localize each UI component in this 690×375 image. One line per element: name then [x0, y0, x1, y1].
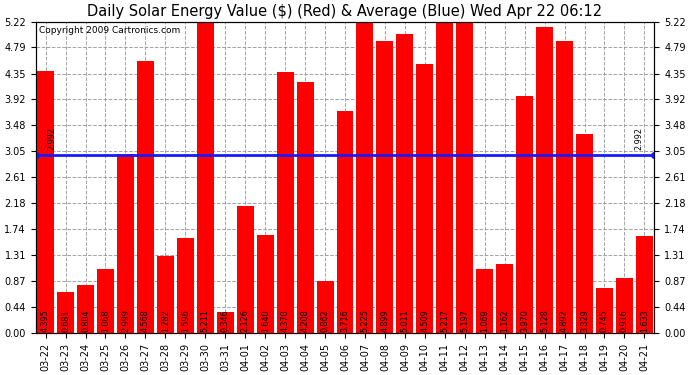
Bar	[57, 292, 74, 333]
Bar	[556, 41, 573, 333]
Text: 0.862: 0.862	[321, 309, 330, 332]
Bar	[197, 22, 214, 333]
Text: 1.640: 1.640	[261, 309, 270, 332]
Text: 1.069: 1.069	[480, 309, 489, 332]
Text: 0.916: 0.916	[620, 309, 629, 332]
Text: Copyright 2009 Cartronics.com: Copyright 2009 Cartronics.com	[39, 26, 180, 35]
Bar	[476, 269, 493, 333]
Text: 4.892: 4.892	[560, 309, 569, 332]
Bar	[117, 154, 134, 333]
Text: 2.999: 2.999	[121, 309, 130, 332]
Text: 4.568: 4.568	[141, 309, 150, 332]
Bar	[237, 206, 254, 333]
Bar	[456, 23, 473, 333]
Text: 5.128: 5.128	[540, 309, 549, 332]
Bar	[217, 312, 234, 333]
Bar	[77, 285, 94, 333]
Bar	[616, 278, 633, 333]
Text: 1.633: 1.633	[640, 309, 649, 332]
Bar	[377, 41, 393, 333]
Text: 3.329: 3.329	[580, 309, 589, 332]
Text: 4.208: 4.208	[301, 309, 310, 332]
Text: 4.899: 4.899	[380, 309, 389, 332]
Text: 3.970: 3.970	[520, 309, 529, 332]
Text: 5.197: 5.197	[460, 309, 469, 332]
Bar	[516, 96, 533, 333]
Bar	[37, 71, 54, 333]
Text: 1.068: 1.068	[101, 309, 110, 332]
Text: 4.509: 4.509	[420, 309, 429, 332]
Bar	[576, 134, 593, 333]
Bar	[137, 61, 154, 333]
Bar	[596, 288, 613, 333]
Text: 2.992: 2.992	[634, 127, 643, 150]
Text: 5.217: 5.217	[440, 309, 449, 332]
Bar	[496, 264, 513, 333]
Bar	[357, 21, 373, 333]
Text: 3.716: 3.716	[340, 309, 350, 332]
Bar	[97, 269, 114, 333]
Bar	[257, 235, 274, 333]
Text: 1.596: 1.596	[181, 309, 190, 332]
Bar	[177, 238, 194, 333]
Text: 0.804: 0.804	[81, 309, 90, 332]
Bar	[337, 111, 353, 333]
Bar	[396, 34, 413, 333]
Text: 4.370: 4.370	[281, 309, 290, 332]
Text: 2.126: 2.126	[241, 309, 250, 332]
Bar	[157, 256, 174, 333]
Bar	[636, 236, 653, 333]
Text: 4.395: 4.395	[41, 309, 50, 332]
Text: 5.211: 5.211	[201, 309, 210, 332]
Text: 2.992: 2.992	[47, 127, 56, 150]
Text: 0.681: 0.681	[61, 309, 70, 332]
Bar	[317, 282, 333, 333]
Bar	[416, 64, 433, 333]
Text: 5.225: 5.225	[360, 309, 369, 332]
Bar	[436, 22, 453, 333]
Title: Daily Solar Energy Value ($) (Red) & Average (Blue) Wed Apr 22 06:12: Daily Solar Energy Value ($) (Red) & Ave…	[88, 4, 602, 19]
Text: 0.346: 0.346	[221, 309, 230, 332]
Bar	[297, 82, 313, 333]
Bar	[277, 72, 294, 333]
Text: 1.162: 1.162	[500, 309, 509, 332]
Bar	[536, 27, 553, 333]
Text: 5.011: 5.011	[400, 309, 409, 332]
Text: 1.282: 1.282	[161, 309, 170, 332]
Text: 0.745: 0.745	[600, 309, 609, 332]
